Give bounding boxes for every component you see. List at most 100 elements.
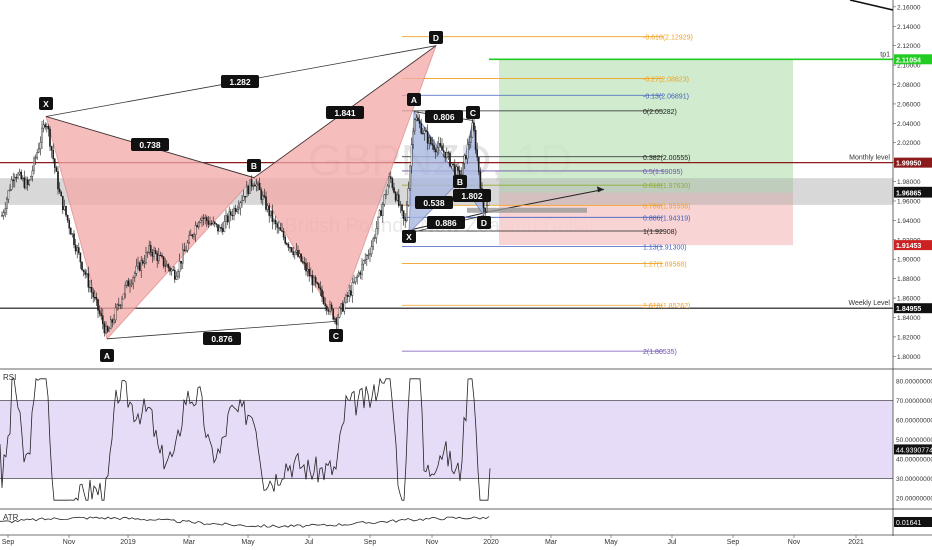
level-label-0: tp1 xyxy=(880,51,890,58)
candle-body xyxy=(452,163,455,165)
candle-body xyxy=(65,205,67,216)
candle-body xyxy=(129,284,131,287)
fib-label-10: 1.13(1.91300) xyxy=(643,245,687,252)
candle-body xyxy=(444,151,447,158)
candle-body xyxy=(47,126,50,130)
candle-body xyxy=(324,303,327,307)
candle-body xyxy=(228,211,231,223)
price-badge-3 xyxy=(894,187,932,198)
price-badge-label-5: 1.84955 xyxy=(896,306,921,313)
big-point-X-bg xyxy=(39,97,53,110)
candle-body xyxy=(455,166,458,176)
candle-body xyxy=(97,299,99,311)
candle-body xyxy=(313,277,315,286)
fib-label-3: 0(2.05282) xyxy=(643,109,677,116)
candle-body xyxy=(221,228,224,232)
candle-body xyxy=(68,220,70,229)
small-ratio-1-bg xyxy=(415,196,453,209)
price-tick-label-1: 1.82000 xyxy=(897,334,921,341)
candle-body xyxy=(9,189,11,191)
candle-body xyxy=(332,308,335,320)
candle-body xyxy=(183,249,186,252)
candle-body xyxy=(161,255,163,257)
time-tick-label-2: 2019 xyxy=(120,539,136,546)
candle-body xyxy=(114,307,117,321)
candle-body xyxy=(12,179,15,181)
candle-body xyxy=(28,179,31,186)
candle-body xyxy=(164,265,167,267)
candle-body xyxy=(4,208,6,213)
atr-badge xyxy=(894,517,932,527)
big-point-D: D xyxy=(433,33,439,43)
candle-body xyxy=(303,262,306,264)
candle-body xyxy=(63,205,66,211)
candle-body xyxy=(241,200,243,203)
fib-label-7: 0.786(1.95556) xyxy=(643,203,690,210)
candle-body xyxy=(191,234,194,237)
price-tick-label-8: 1.96000 xyxy=(897,198,921,205)
candle-body xyxy=(38,148,40,153)
candle-body xyxy=(213,221,216,224)
candle-body xyxy=(308,269,311,277)
candle-body xyxy=(74,244,77,252)
candle-body xyxy=(81,261,83,270)
candle-body xyxy=(322,296,325,305)
candle-body xyxy=(311,274,314,286)
candle-body xyxy=(337,316,339,325)
candle-body xyxy=(18,171,21,175)
candle-body xyxy=(356,275,359,278)
small-point-B: B xyxy=(457,177,463,187)
candle-body xyxy=(98,310,101,314)
candle-body xyxy=(223,221,226,232)
small-ratio-1: 0.538 xyxy=(423,198,445,208)
candle-body xyxy=(391,178,394,188)
time-tick-label-4: May xyxy=(241,539,255,546)
candle-body xyxy=(270,210,272,216)
candle-body xyxy=(474,130,477,150)
candle-body xyxy=(446,152,448,158)
candle-body xyxy=(442,150,445,153)
candle-body xyxy=(358,272,360,277)
candle-body xyxy=(133,273,136,278)
small-ratio-2-bg xyxy=(453,189,491,202)
candle-body xyxy=(310,274,312,277)
price-tick-label-2: 1.84000 xyxy=(897,315,921,322)
candle-body xyxy=(268,205,271,216)
rsi-line xyxy=(0,377,491,502)
candle-body xyxy=(447,152,450,154)
candle-body xyxy=(298,253,301,257)
candle-body xyxy=(330,304,333,310)
candle-body xyxy=(319,287,322,291)
candle-body xyxy=(154,250,157,254)
candle-body xyxy=(33,158,35,172)
fib-label-4: 0.382(2.00555) xyxy=(643,155,690,162)
candle-body xyxy=(380,210,383,216)
candle-body xyxy=(220,226,223,229)
candle-body xyxy=(177,271,179,277)
candle-body xyxy=(249,179,251,194)
candle-body xyxy=(362,260,365,265)
candle-body xyxy=(434,149,437,153)
price-tick-label-4: 1.88000 xyxy=(897,276,921,283)
candle-body xyxy=(57,171,59,190)
rsi-tick-label-4: 60.00000000 xyxy=(896,417,932,424)
candle-body xyxy=(417,117,419,121)
rsi-tick-label-0: 20.00000000 xyxy=(896,496,932,503)
time-tick-label-10: May xyxy=(604,539,618,546)
candle-body xyxy=(374,237,376,239)
candle-body xyxy=(117,304,120,306)
price-badge-label-4: 1.91453 xyxy=(896,243,921,250)
price-badge-4 xyxy=(894,240,932,251)
candle-body xyxy=(466,144,469,159)
candle-body xyxy=(274,219,277,224)
candle-body xyxy=(202,217,205,220)
candle-body xyxy=(242,196,245,201)
atr-line xyxy=(0,516,490,528)
candle-body xyxy=(396,194,399,201)
candle-body xyxy=(79,252,82,263)
candle-body xyxy=(271,210,274,222)
candle-body xyxy=(335,318,338,325)
candle-body xyxy=(36,152,38,158)
